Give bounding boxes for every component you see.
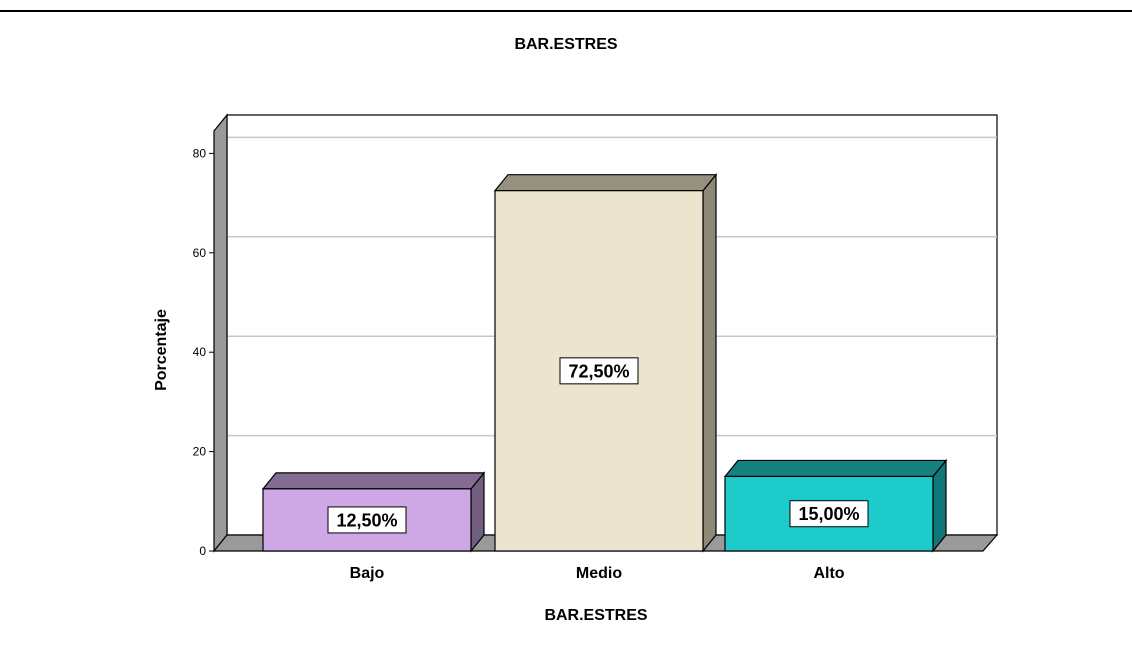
left-wall [213,113,228,553]
x-tick-label: Alto [813,565,844,582]
bar-top [261,472,486,490]
data-label-box [789,500,869,528]
bar-bajo: 12,50% [261,471,486,553]
x-tick-label: Medio [576,565,622,582]
bar-top [493,174,718,192]
y-tick-label: 80 [193,146,207,160]
y-axis-label: Porcentaje [153,309,170,391]
top-rule [0,10,1132,12]
chart-title: BAR.ESTRES [514,36,617,53]
data-label: 72,50% [568,361,629,381]
x-tick-label: Bajo [350,565,385,582]
y-tick-label: 60 [193,246,207,260]
x-axis-label: BAR.ESTRES [544,607,647,624]
bar-top [723,459,948,478]
bar-medio: 72,50% [493,172,718,553]
plot-area: 0 20 40 60 80 12,50% Bajo 72,50% Medio 15,00% Alto [193,113,999,582]
y-tick-label: 0 [199,544,206,558]
data-label: 15,00% [798,504,859,524]
y-tick-label: 20 [193,445,207,459]
y-tick-label: 40 [193,345,207,359]
bar-side [702,172,717,553]
bar-alto: 15,00% [723,458,948,553]
data-label-box [327,506,407,534]
data-label: 12,50% [336,510,397,530]
data-label-box [559,357,639,385]
